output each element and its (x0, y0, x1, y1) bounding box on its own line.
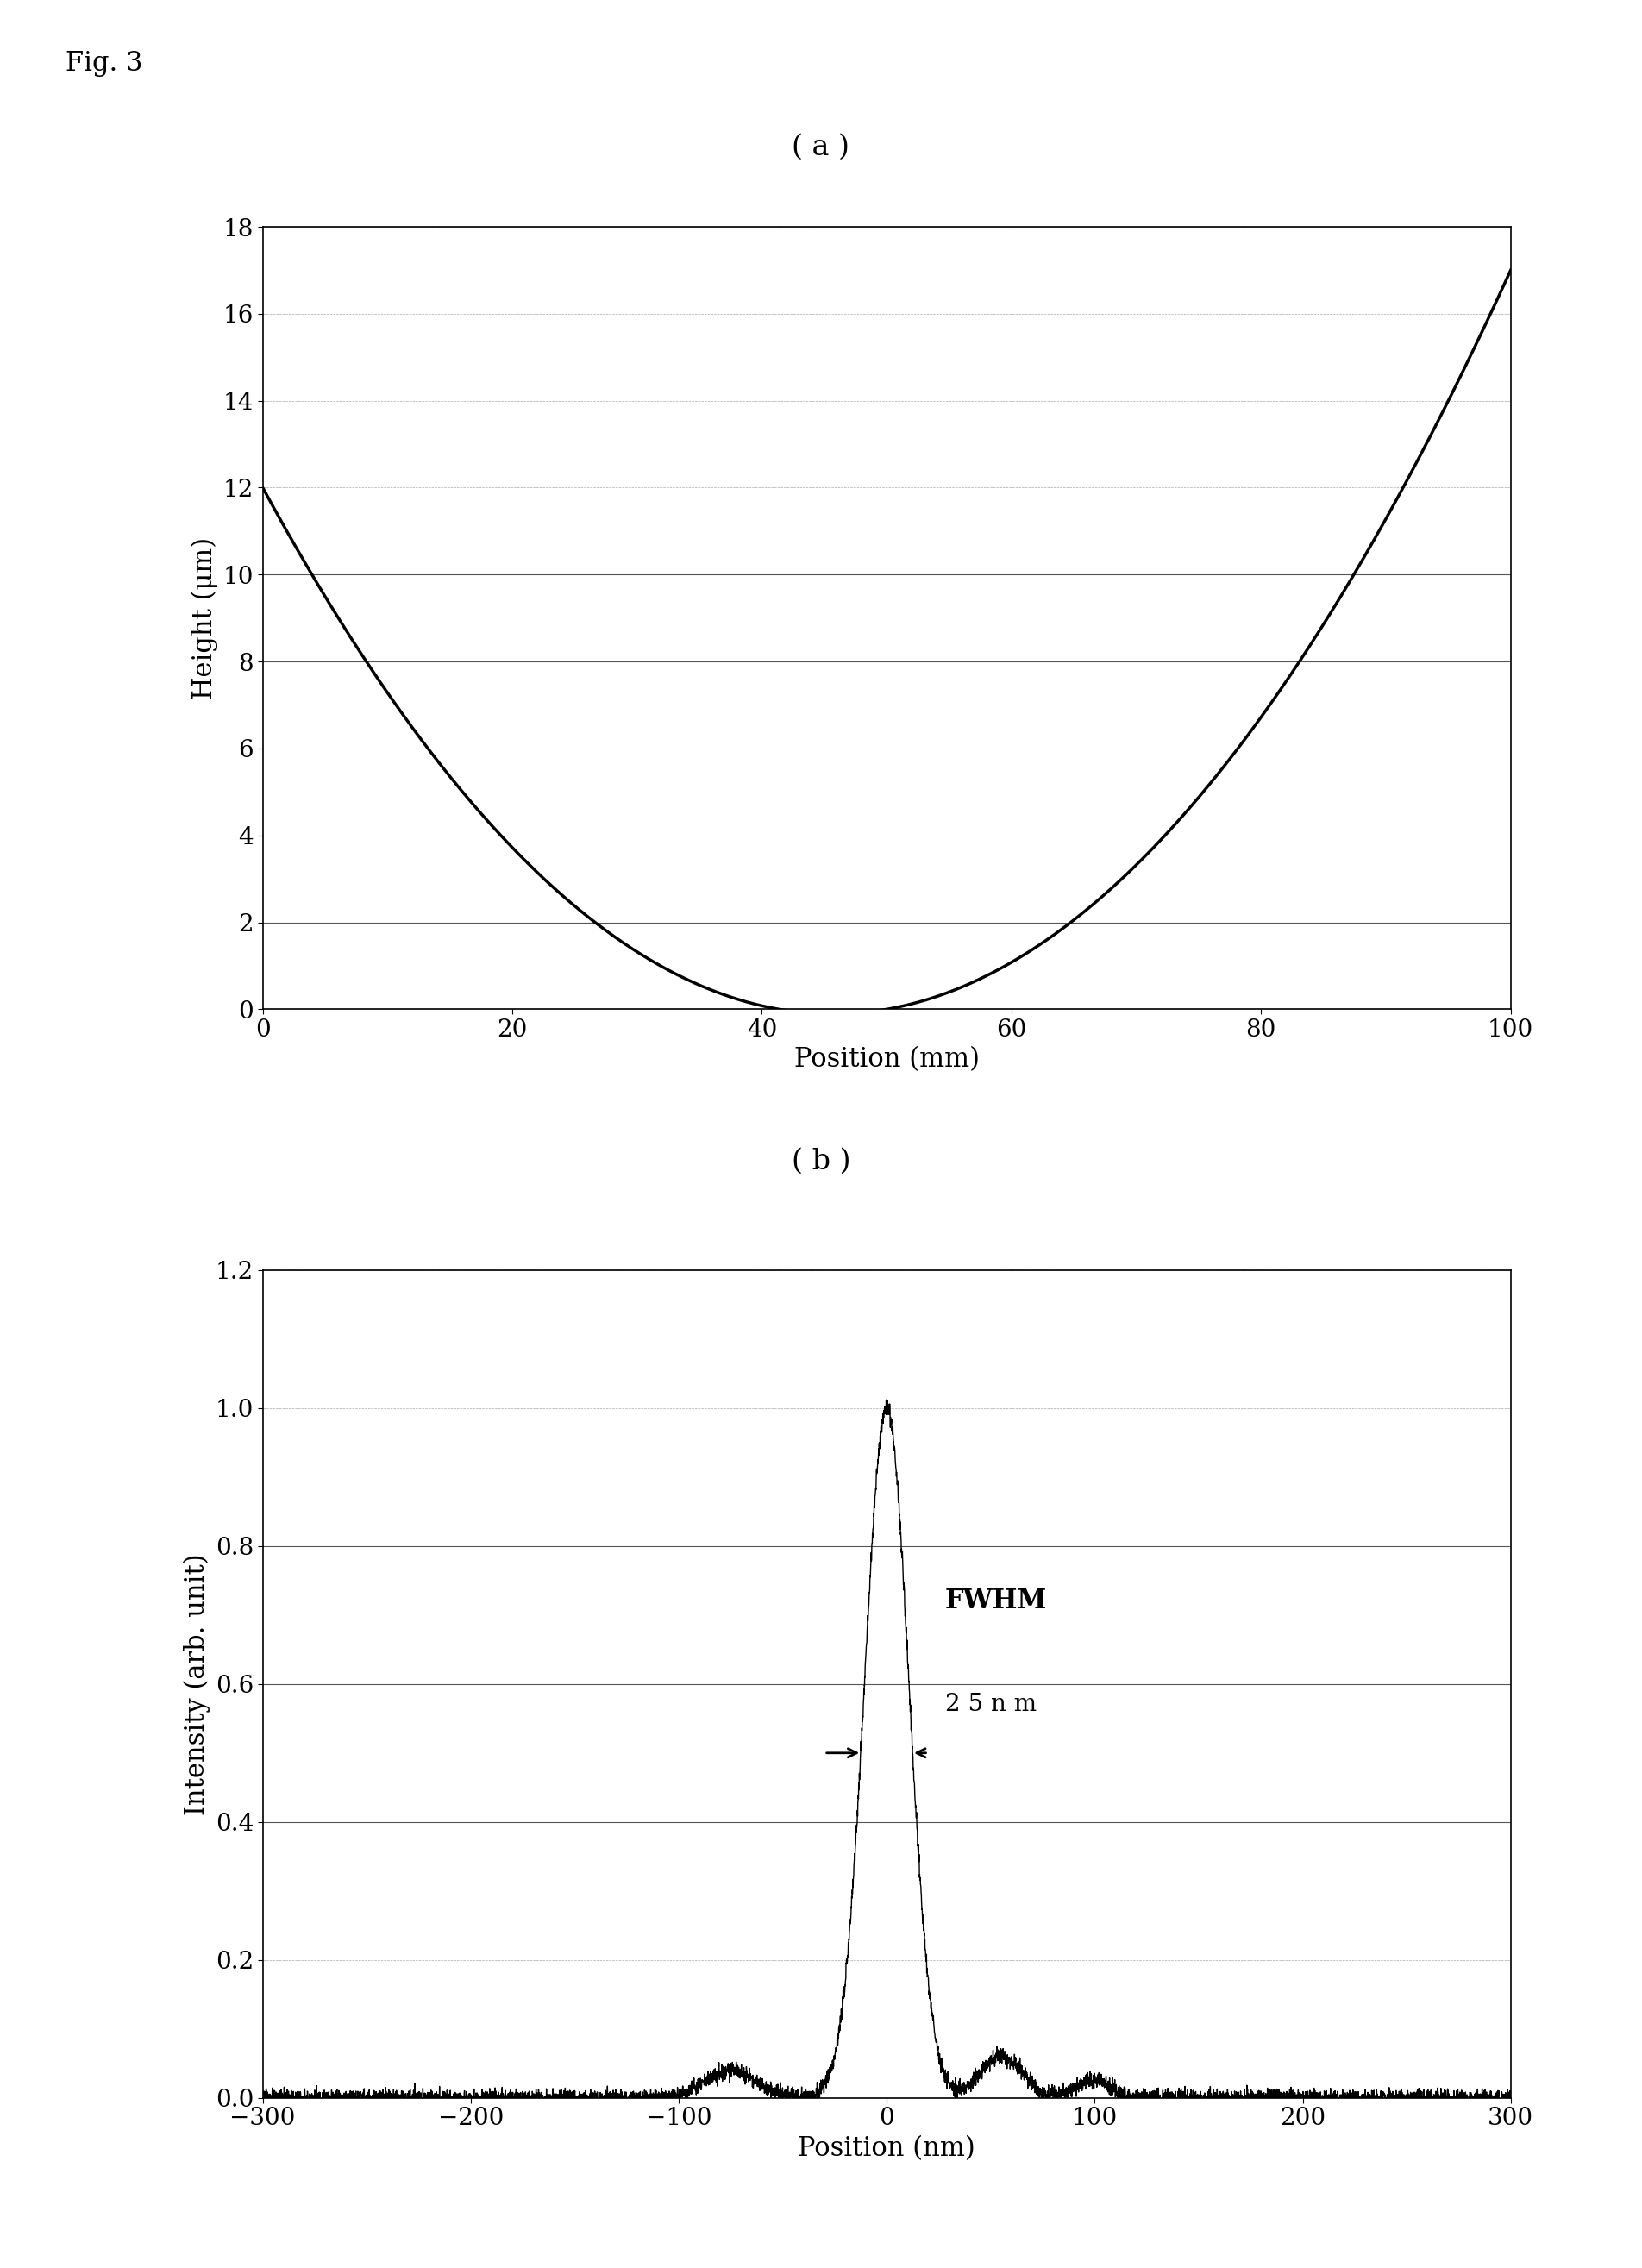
X-axis label: Position (mm): Position (mm) (795, 1046, 979, 1073)
Text: FWHM: FWHM (944, 1588, 1048, 1615)
Text: ( a ): ( a ) (791, 134, 851, 161)
Y-axis label: Height (μm): Height (μm) (192, 538, 218, 699)
Text: 2 5 n m: 2 5 n m (944, 1692, 1036, 1717)
Text: ( b ): ( b ) (791, 1148, 851, 1175)
Text: Fig. 3: Fig. 3 (66, 50, 143, 77)
Y-axis label: Intensity (arb. unit): Intensity (arb. unit) (184, 1554, 210, 1814)
X-axis label: Position (nm): Position (nm) (798, 2134, 975, 2161)
